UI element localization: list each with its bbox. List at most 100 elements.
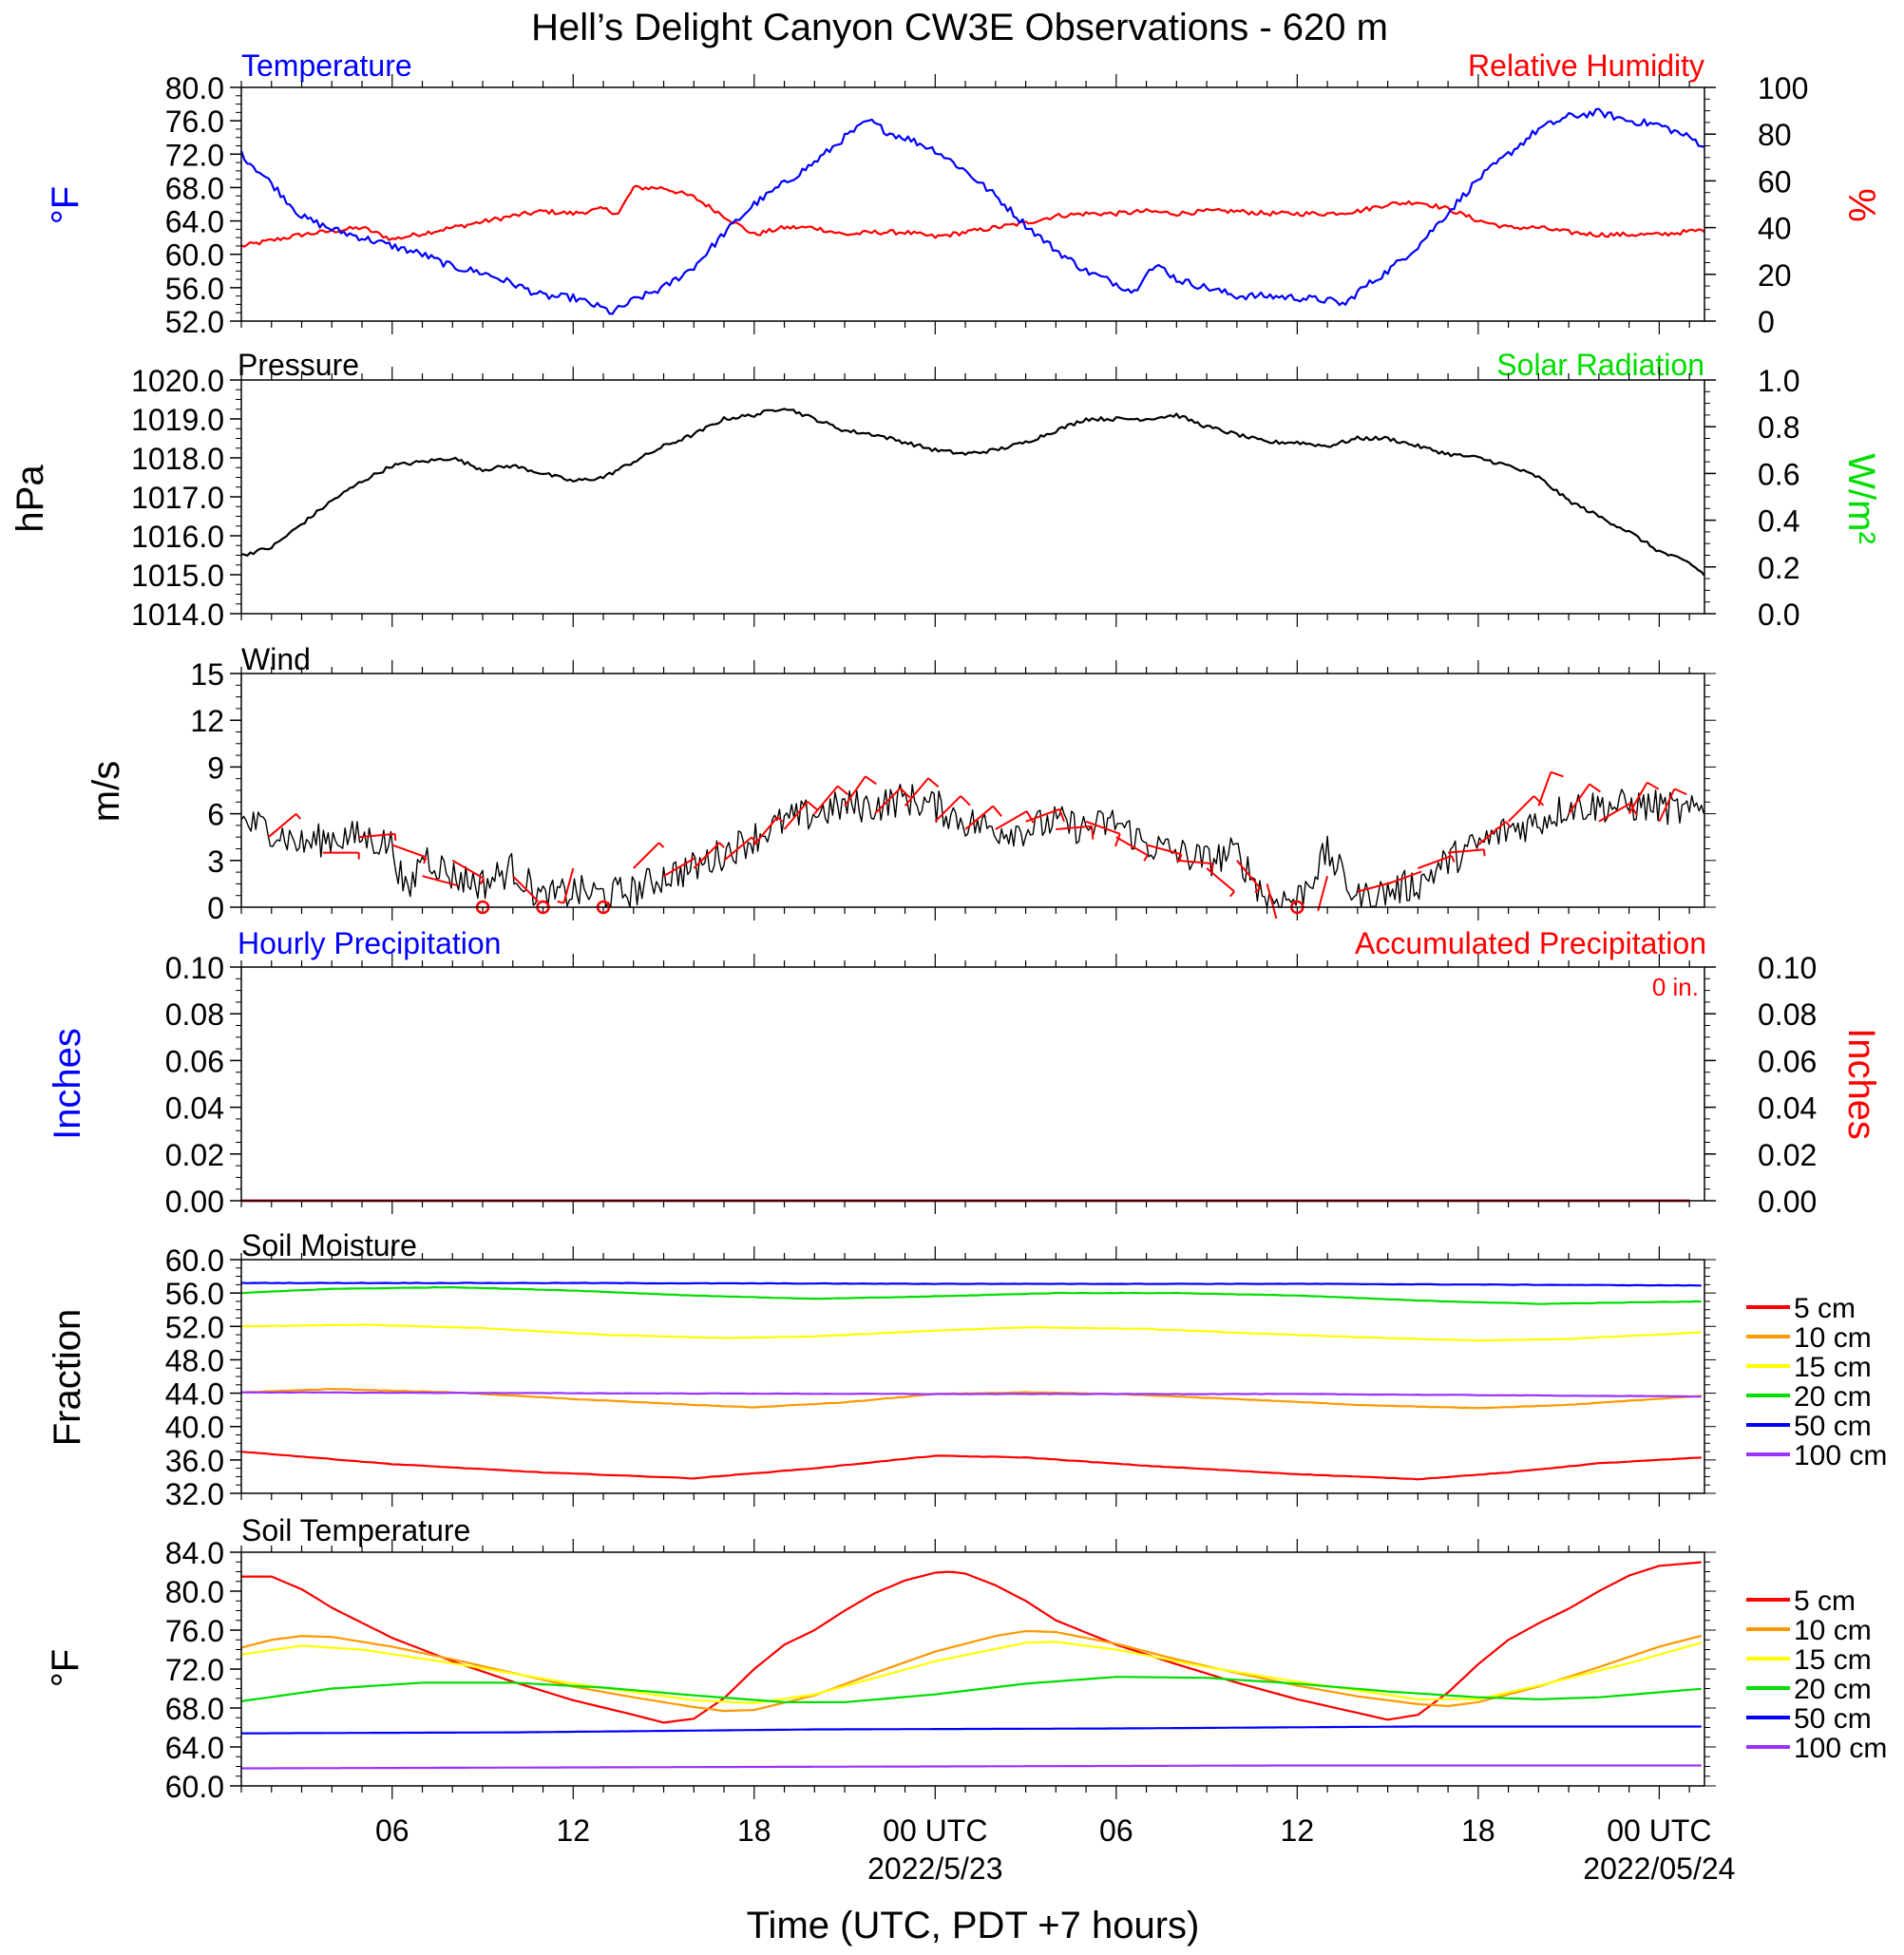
- panel-soil-temperature: Soil Temperature °F 60.0 64.0 68.0 72.0 76.0…: [45, 1513, 1887, 1804]
- wind-barb: [633, 842, 660, 869]
- y-tick-label-left: 64.0: [165, 1731, 224, 1765]
- y-tick-label-left: 68.0: [165, 1692, 224, 1726]
- y-tick-label-left: 1015.0: [131, 559, 224, 593]
- pressure-unit: hPa: [10, 465, 51, 533]
- wind-barb: [995, 810, 1028, 830]
- wind-barb: [358, 832, 395, 839]
- wind-barb: [1418, 855, 1453, 869]
- panel-frame: [240, 1259, 1705, 1494]
- x-tick-label: 00 UTC: [1607, 1813, 1711, 1848]
- soil-moisture-unit: Fraction: [47, 1309, 88, 1447]
- wind-barb: [1357, 881, 1393, 893]
- y-tick-label-left: 56.0: [165, 272, 224, 306]
- panel-frame: [240, 86, 1705, 322]
- pressure-line: [240, 408, 1705, 577]
- wind-barb: [267, 813, 297, 838]
- y-tick-label-right: 100: [1758, 71, 1808, 105]
- wind-label: Wind: [241, 642, 311, 676]
- wind-barb: [753, 816, 778, 846]
- legend-label: 50 cm: [1794, 1703, 1872, 1735]
- y-tick-label-left: 9: [207, 750, 224, 785]
- y-tick-label-left: 0: [207, 891, 224, 925]
- y-tick-label-left: 60.0: [165, 1770, 224, 1804]
- y-tick-label-left: 0.10: [165, 951, 224, 985]
- soil-moisture-line-5cm: [240, 1451, 1702, 1481]
- x-tick-label: 12: [1281, 1813, 1315, 1848]
- svg-text:%: %: [1840, 188, 1882, 222]
- y-tick-label-left: 40.0: [165, 1411, 224, 1445]
- wind-barb-flag: [1533, 795, 1545, 807]
- wind-barb-flag: [837, 785, 849, 796]
- wind-barb-flag: [1451, 855, 1456, 863]
- y-tick-label-left: 0.02: [165, 1138, 224, 1172]
- hourly-precip-label: Hourly Precipitation: [238, 926, 501, 960]
- solar-unit: W/m²: [1840, 453, 1882, 544]
- y-tick-label-left: 0.00: [165, 1185, 224, 1219]
- wind-barb: [1146, 844, 1182, 856]
- wind-barb-flag: [295, 813, 301, 820]
- wind-barb-flag: [1647, 781, 1660, 790]
- accum-precip-label: Accumulated Precipitation: [1355, 926, 1706, 960]
- wind-barb: [1537, 771, 1552, 807]
- y-tick-label-left: 64.0: [165, 205, 224, 239]
- panel-soil-moisture: Soil Moisture Fraction 32.036.040.044.04…: [47, 1228, 1887, 1511]
- wind-barb: [1568, 783, 1590, 815]
- wind-barb-flag: [1628, 803, 1638, 816]
- y-tick-label-left: 60.0: [165, 1243, 224, 1278]
- y-tick-label-right: 80: [1758, 118, 1792, 152]
- wind-barb-flag: [927, 777, 940, 788]
- wind-barb-flag: [1143, 854, 1149, 862]
- wind-barb: [813, 785, 839, 815]
- wind-barb-flag: [1551, 770, 1564, 778]
- solar-label: Solar Radiation: [1496, 348, 1704, 382]
- soil-moisture-label: Soil Moisture: [241, 1228, 417, 1262]
- y-tick-label-left: 52.0: [165, 1310, 224, 1344]
- y-tick-label-left: 60.0: [165, 238, 224, 273]
- y-tick-label-left: 80.0: [165, 1575, 224, 1609]
- x-date-label: 2022/5/23: [867, 1851, 1002, 1886]
- wind-barb: [512, 875, 540, 902]
- legend-label: 50 cm: [1794, 1411, 1872, 1442]
- soil-moisture-line-50cm: [240, 1281, 1702, 1287]
- wind-barb-flag: [1210, 864, 1214, 871]
- y-tick-label-right: 0.04: [1758, 1091, 1817, 1126]
- y-tick-label-right: 0.10: [1758, 951, 1817, 985]
- y-tick-label-right: 0.8: [1758, 410, 1799, 445]
- soil-moisture-line-15cm: [240, 1323, 1702, 1342]
- soil-temperature-label: Soil Temperature: [241, 1513, 470, 1547]
- legend-label: 100 cm: [1794, 1733, 1887, 1764]
- panel-frame: [240, 1551, 1705, 1787]
- wind-barb-flag: [1091, 826, 1095, 840]
- temperature-unit: °F: [45, 186, 86, 224]
- wind-barb: [1477, 821, 1507, 846]
- wind-barb-flag: [1674, 788, 1687, 796]
- svg-text:hPa: hPa: [10, 465, 51, 533]
- y-tick-label-left: 1016.0: [131, 520, 224, 554]
- legend-label: 100 cm: [1794, 1440, 1887, 1471]
- wind-unit: m/s: [86, 761, 127, 822]
- panel-pressure-solar: Pressure Solar Radiation hPa W/m² 1014.0…: [10, 348, 1882, 632]
- y-tick-label-right: 0.08: [1758, 997, 1817, 1032]
- wind-barb: [1448, 848, 1485, 854]
- soil-temp-line-5cm: [241, 1561, 1702, 1724]
- soil-temp-line-15cm: [240, 1641, 1703, 1705]
- legend-label: 10 cm: [1794, 1615, 1872, 1646]
- legend-label: 20 cm: [1794, 1674, 1872, 1705]
- y-tick-label-left: 0.04: [165, 1091, 224, 1126]
- wind-barb-flag: [1482, 849, 1486, 857]
- y-tick-label-right: 60: [1758, 164, 1792, 199]
- legend-label: 5 cm: [1794, 1585, 1856, 1617]
- hourly-precip-unit: Inches: [47, 1028, 88, 1140]
- wind-barb: [904, 777, 929, 807]
- wind-barb: [391, 844, 427, 859]
- x-tick-label: 18: [1461, 1813, 1495, 1848]
- panel-temperature-humidity: Temperature Relative Humidity °F % 52.05…: [45, 48, 1882, 339]
- legend-label: 10 cm: [1794, 1322, 1872, 1354]
- y-tick-label-right: 1.0: [1758, 364, 1799, 398]
- y-tick-label-left: 76.0: [165, 104, 224, 139]
- x-axis-title: Time (UTC, PDT +7 hours): [747, 1905, 1200, 1946]
- panel-wind: Wind m/s 0 3 6 9 12 15: [86, 642, 1716, 925]
- wind-barb-flag: [1178, 853, 1183, 862]
- wind-barb-flag: [1058, 808, 1066, 823]
